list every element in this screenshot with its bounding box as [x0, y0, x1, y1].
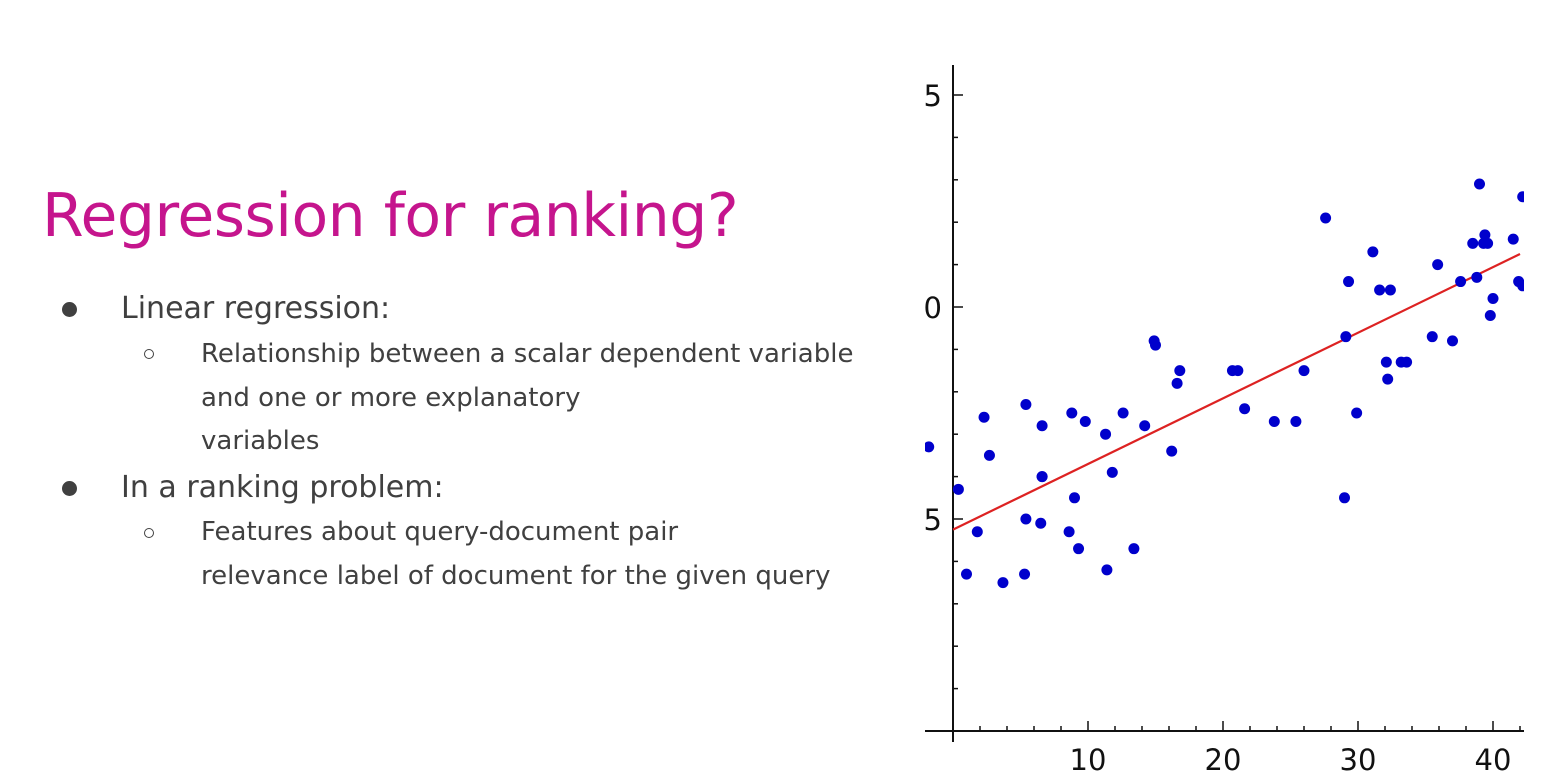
- data-point: [1474, 178, 1485, 190]
- data-point: [1036, 471, 1048, 483]
- data-point: [1066, 407, 1078, 419]
- data-point: [1432, 259, 1444, 271]
- data-point: [961, 568, 972, 580]
- data-point: [983, 449, 995, 461]
- data-point: [1426, 331, 1438, 343]
- data-point: [1117, 407, 1129, 419]
- sub-bullet-line: Relationship between a scalar dependent …: [201, 339, 854, 369]
- data-point: [1471, 271, 1483, 283]
- y-tick-label: 5: [924, 503, 942, 537]
- data-point: [1268, 415, 1280, 427]
- data-point: [1069, 492, 1080, 504]
- data-point: [1340, 331, 1352, 343]
- sub-bullet-item: Features about query-document pair relev…: [201, 511, 830, 598]
- data-point: [1101, 564, 1113, 576]
- data-point: [1351, 407, 1363, 419]
- bullet-item: Linear regression:: [121, 291, 391, 326]
- y-tick-label: 5: [924, 79, 942, 113]
- data-point: [1035, 517, 1047, 529]
- sub-bullet-item: Relationship between a scalar dependent …: [201, 333, 853, 464]
- regression-line: [952, 253, 1521, 531]
- data-point: [1239, 403, 1251, 415]
- bullet-dot: [62, 302, 77, 317]
- data-point: [1106, 466, 1118, 478]
- data-point: [1507, 233, 1519, 245]
- data-point: [971, 526, 983, 538]
- data-point: [1128, 543, 1140, 555]
- data-point: [1073, 543, 1085, 555]
- data-point: [1517, 280, 1524, 292]
- x-tick-label: 10: [1070, 743, 1107, 775]
- data-point: [952, 483, 964, 495]
- data-point: [1019, 568, 1031, 580]
- data-point: [1139, 420, 1151, 432]
- data-point: [1166, 445, 1178, 457]
- sub-bullet-line: and one or more explanatory: [201, 382, 581, 413]
- data-point: [1447, 335, 1458, 347]
- data-point: [1020, 399, 1032, 411]
- data-point: [1482, 237, 1494, 249]
- data-point: [1487, 293, 1499, 305]
- data-point: [1290, 415, 1302, 427]
- data-point: [1320, 212, 1332, 224]
- data-point: [1174, 365, 1186, 377]
- sub-bullet-line: relevance label of document for the give…: [201, 560, 831, 591]
- slide-title: Regression for ranking?: [42, 181, 739, 251]
- data-point: [1455, 276, 1467, 288]
- bullet-item: In a ranking problem:: [121, 470, 444, 505]
- sub-bullet-ring: [144, 349, 154, 359]
- data-point: [1374, 284, 1386, 296]
- x-tick-label: 40: [1475, 743, 1512, 775]
- data-point: [1384, 284, 1396, 296]
- x-tick-label: 20: [1205, 743, 1242, 775]
- data-point: [1171, 377, 1183, 389]
- data-point: [1484, 309, 1496, 321]
- x-tick-label: 30: [1340, 743, 1377, 775]
- data-point: [1479, 229, 1491, 241]
- data-point: [997, 577, 1009, 589]
- data-point: [1380, 356, 1392, 368]
- sub-bullet-line: variables: [201, 426, 320, 456]
- data-point: [1036, 420, 1048, 432]
- data-point: [1298, 365, 1310, 377]
- y-tick-label: 0: [924, 291, 942, 325]
- data-point: [1343, 276, 1355, 288]
- sub-bullet-line: Features about query-document pair: [201, 517, 679, 547]
- data-point: [925, 441, 935, 453]
- data-point: [1467, 237, 1479, 249]
- data-point: [1063, 526, 1075, 538]
- data-point: [1382, 373, 1394, 385]
- data-point: [1150, 339, 1161, 351]
- data-point: [1401, 356, 1413, 368]
- data-point: [1517, 191, 1524, 203]
- data-point: [1100, 428, 1112, 440]
- data-point: [1020, 513, 1032, 525]
- sub-bullet-ring: [144, 528, 154, 538]
- data-point: [1232, 365, 1244, 377]
- data-point: [1367, 246, 1379, 258]
- data-point: [978, 411, 990, 423]
- data-point: [1339, 492, 1350, 504]
- bullet-dot: [62, 481, 77, 496]
- data-point: [1079, 415, 1091, 427]
